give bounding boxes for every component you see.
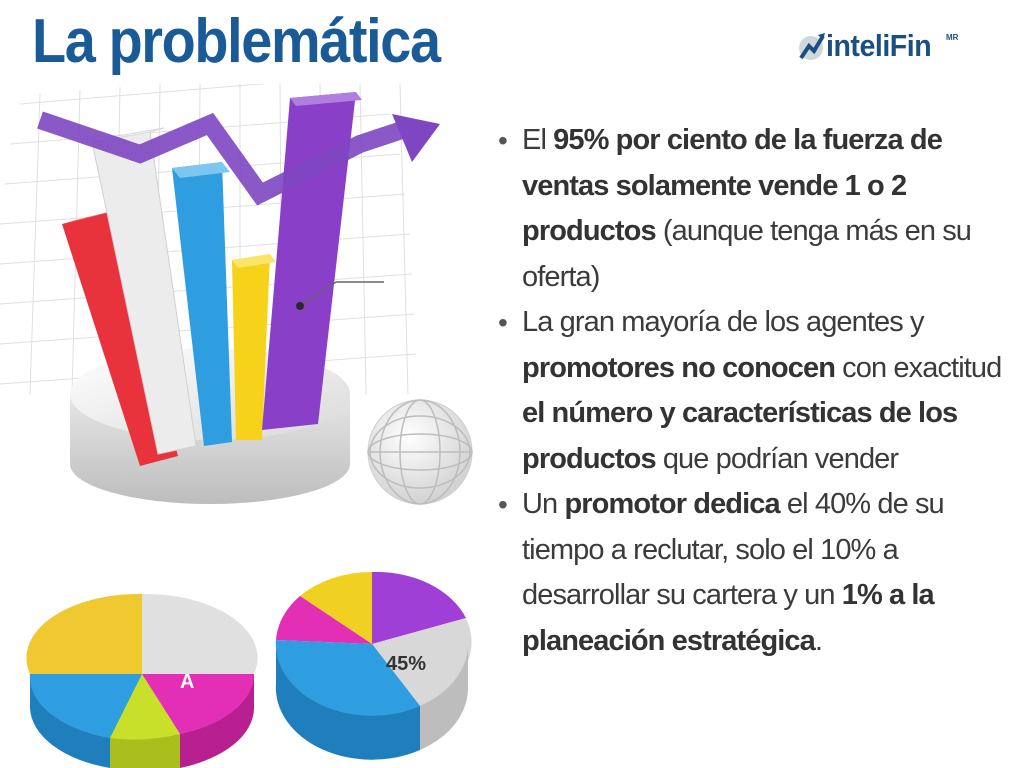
trend-arrow-icon (37, 111, 440, 206)
pie-left-label: A (180, 671, 194, 693)
bullet-text: (aunque tenga más en su oferta) (522, 215, 972, 293)
globe-icon (367, 399, 473, 505)
bullet-text: el 40% de su tiempo a reclutar, solo el … (522, 488, 945, 611)
logo: inteliFin MR (798, 22, 988, 70)
bullet-item: La gran mayoría de los agentes y promoto… (498, 300, 1014, 482)
bullet-bold-text: el número y características de los produ… (522, 397, 958, 475)
logo-trademark: MR (946, 33, 959, 42)
bullet-bold-text: promotor dedica (564, 488, 780, 520)
pie-chart-left-icon: A (26, 593, 258, 768)
chart-arrow-icon (799, 33, 825, 60)
bullet-text: El (522, 124, 554, 156)
bullet-text: con exactitud (835, 351, 1002, 384)
bullet-item: Un promotor dedica el 40% de su tiempo a… (498, 482, 1014, 664)
pointer-line (296, 281, 384, 310)
pie-right-label: 45% (386, 653, 426, 675)
slide-title: La problemática (32, 7, 441, 76)
bullet-bold-text: 1% a la planeación estratégica (522, 579, 935, 657)
bullet-bold-text: promotores no conocen (522, 351, 836, 384)
charts-illustration: A 45% (0, 84, 473, 768)
bullet-text: que podrían vender (655, 442, 899, 475)
bullet-text: La gran mayoría de los agentes y (522, 306, 925, 338)
bullet-list: El 95% por ciento de la fuerza de ventas… (498, 118, 1014, 664)
logo-text: inteliFin (826, 28, 932, 63)
bar-yellow-icon (232, 254, 276, 440)
bullet-bold-text: 95% por ciento de la fuerza de ventas so… (522, 124, 943, 247)
bullet-item: El 95% por ciento de la fuerza de ventas… (498, 118, 1014, 300)
bullet-text: . (814, 624, 823, 657)
bullet-text: Un (522, 488, 565, 520)
pie-chart-right-icon: 45% (275, 571, 472, 760)
bar-blue-icon (172, 162, 232, 446)
